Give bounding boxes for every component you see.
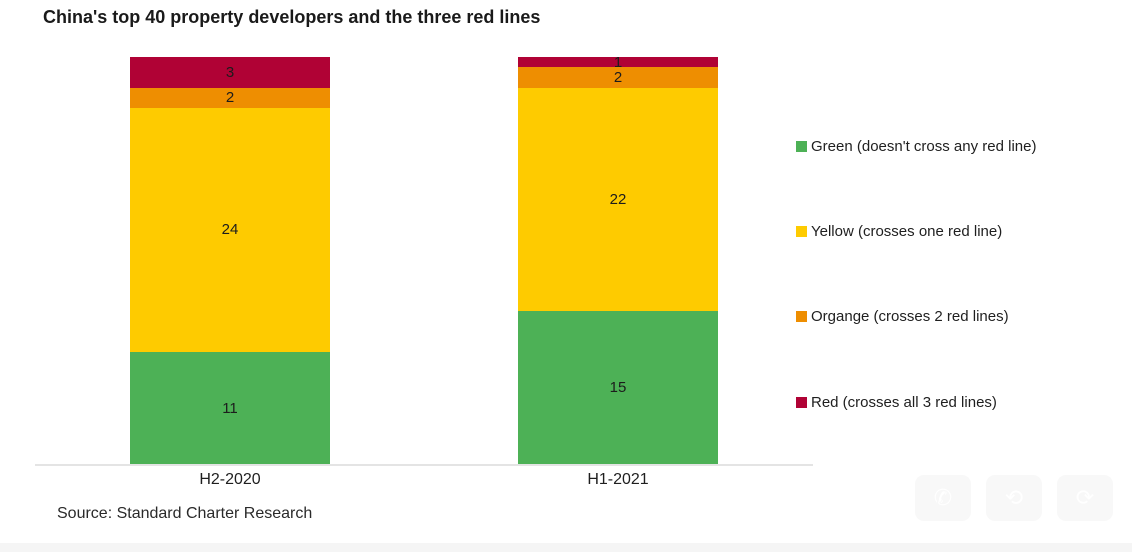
bar-segment-orange: 2 — [518, 67, 718, 88]
legend-label: Yellow (crosses one red line) — [811, 223, 1003, 240]
refresh-icon: ⟲ — [1004, 485, 1024, 510]
x-axis-line — [35, 464, 813, 466]
chart-title: China's top 40 property developers and t… — [43, 7, 541, 27]
legend-swatch-orange — [796, 311, 807, 322]
bar-segment-red: 1 — [518, 53, 718, 71]
source-note: Source: Standard Charter Research — [57, 505, 313, 522]
legend-swatch-yellow — [796, 226, 807, 237]
segment-value-label: 2 — [613, 68, 623, 86]
bar-segment-green: 15 — [518, 311, 718, 464]
segment-value-label: 1 — [613, 53, 623, 71]
bottom-band — [0, 543, 1132, 552]
segment-value-label: 15 — [609, 379, 627, 397]
bar-segment-green: 11 — [130, 352, 330, 464]
watermark-button-1[interactable]: ✆ — [915, 475, 971, 521]
legend-label: Green (doesn't cross any red line) — [811, 138, 1037, 155]
stacked-bar-h2-2020: 3 2 24 11 — [130, 57, 330, 464]
x-axis-label-h2-2020: H2-2020 — [199, 471, 261, 488]
legend-item-red: Red (crosses all 3 red lines) — [796, 394, 997, 411]
watermark-button-2[interactable]: ⟲ — [986, 475, 1042, 521]
bar-segment-yellow: 24 — [130, 107, 330, 353]
legend-label: Red (crosses all 3 red lines) — [811, 394, 997, 411]
share-icon: ⟳ — [1075, 485, 1095, 510]
legend-item-yellow: Yellow (crosses one red line) — [796, 223, 1002, 240]
segment-value-label: 22 — [609, 190, 627, 208]
bar-segment-orange: 2 — [130, 87, 330, 108]
segment-value-label: 11 — [222, 399, 238, 417]
stacked-bar-h1-2021: 1 2 22 15 — [518, 53, 718, 464]
phone-icon: ✆ — [933, 485, 953, 510]
legend-label: Organge (crosses 2 red lines) — [811, 308, 1009, 325]
watermark-button-3[interactable]: ⟳ — [1057, 475, 1113, 521]
bar-segment-yellow: 22 — [518, 87, 718, 312]
legend-item-green: Green (doesn't cross any red line) — [796, 138, 1036, 155]
legend-swatch-red — [796, 397, 807, 408]
segment-value-label: 2 — [225, 89, 235, 107]
legend-swatch-green — [796, 141, 807, 152]
bar-segment-red: 3 — [130, 57, 330, 88]
x-axis-label-h1-2021: H1-2021 — [587, 471, 649, 488]
segment-value-label: 3 — [225, 63, 235, 81]
legend-item-orange: Organge (crosses 2 red lines) — [796, 308, 1009, 325]
segment-value-label: 24 — [221, 221, 239, 239]
